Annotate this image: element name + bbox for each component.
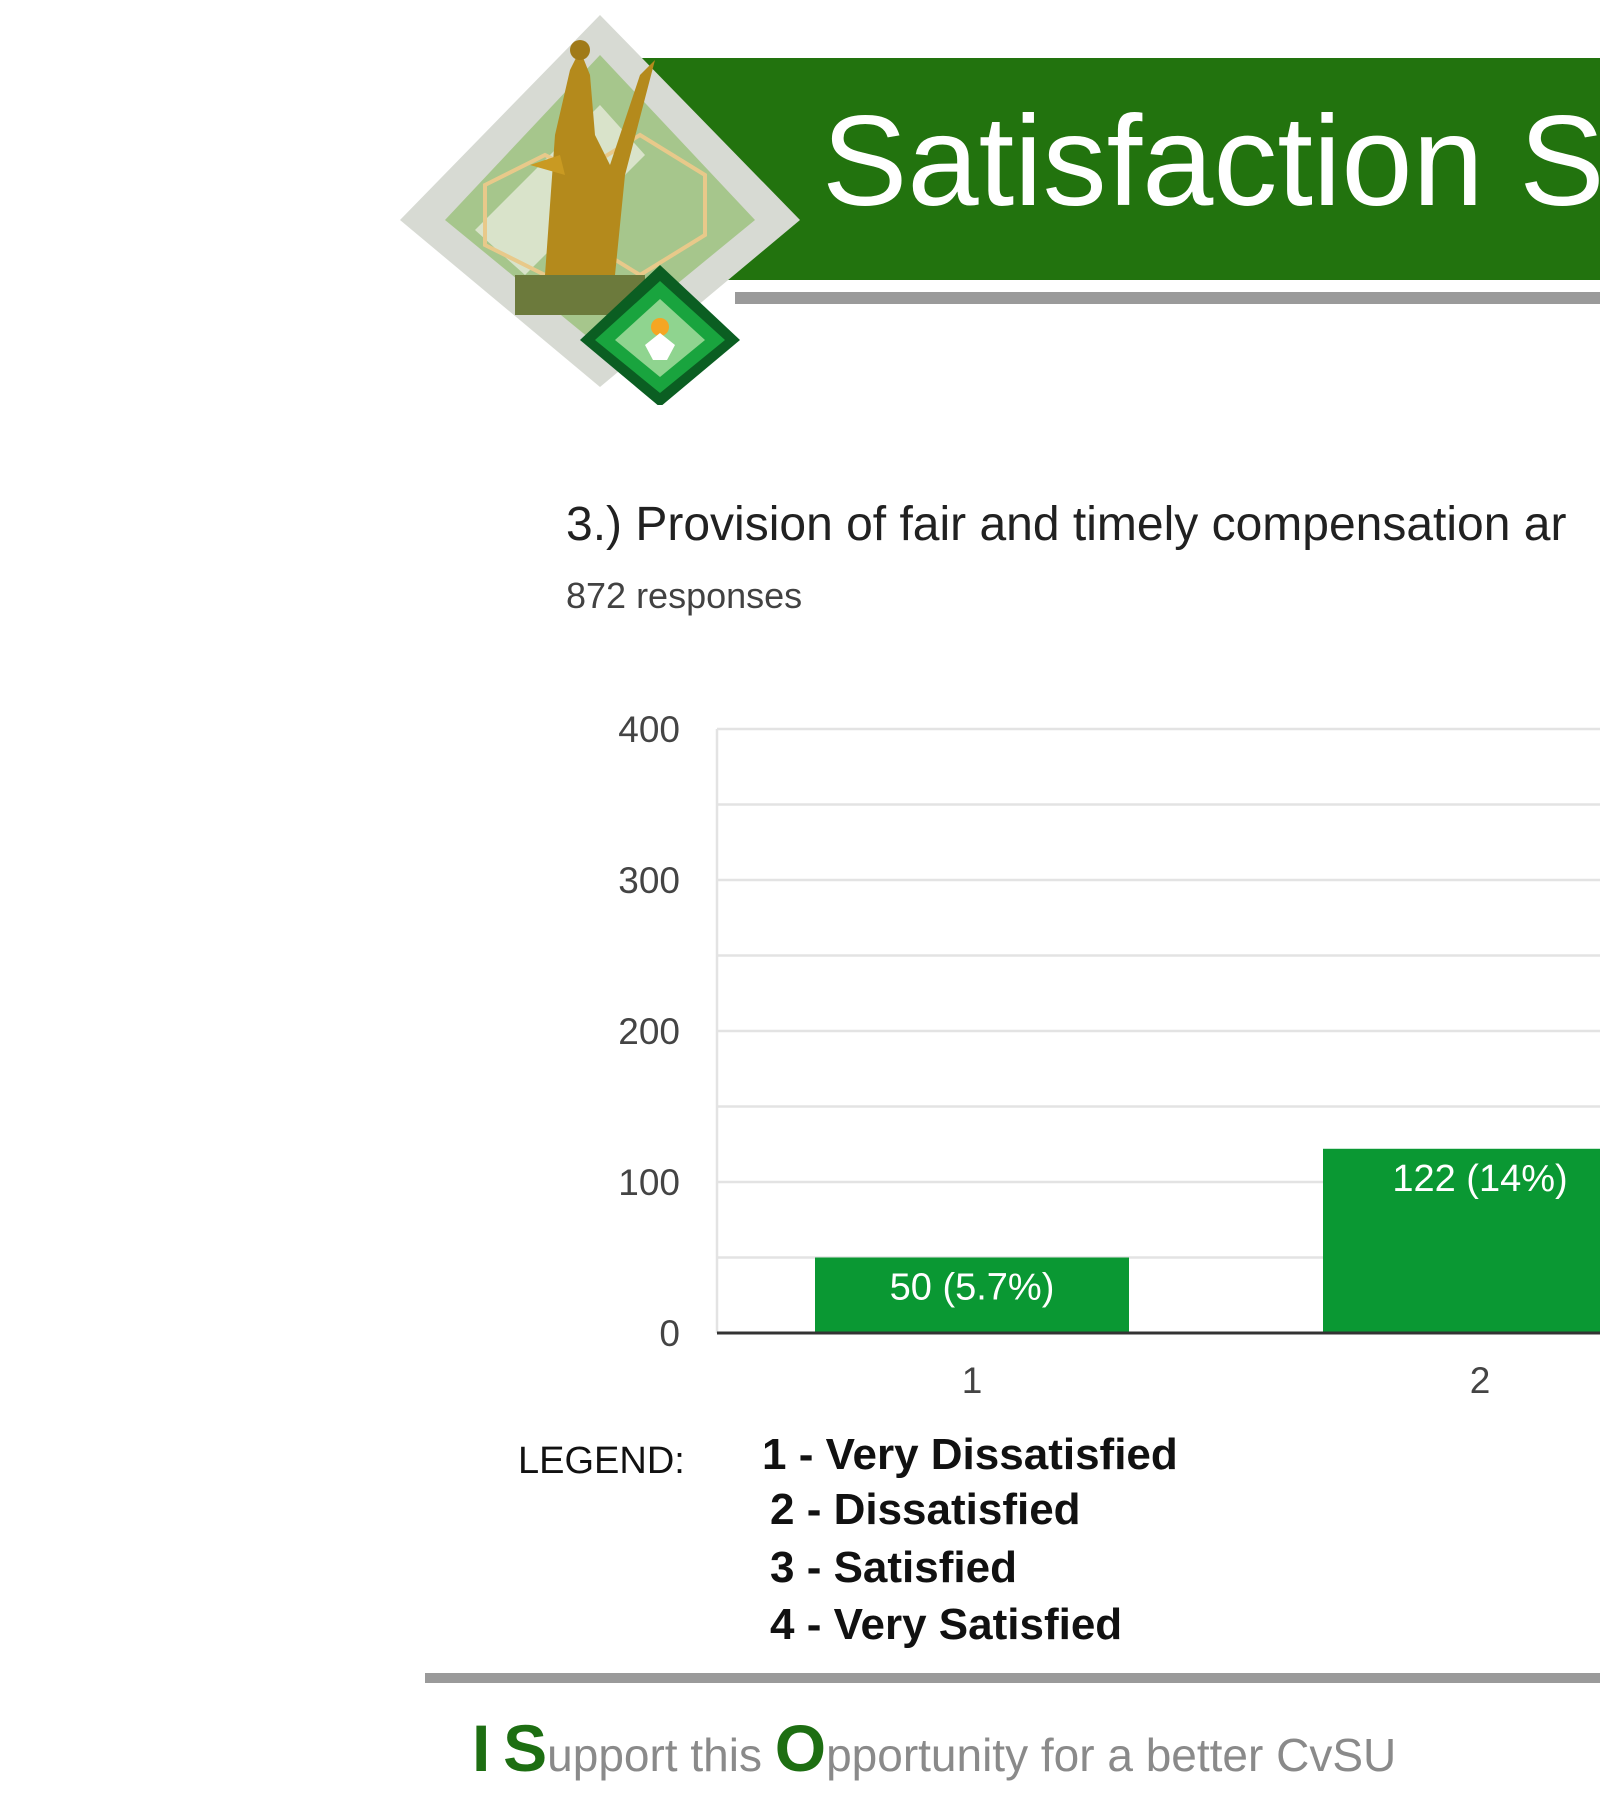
footer-divider (425, 1673, 1600, 1683)
bar (815, 1257, 1129, 1333)
header-banner (640, 58, 1600, 280)
footer-slogan: I Support this Opportunity for a better … (472, 1710, 1396, 1786)
slogan-letter-s: S (503, 1711, 548, 1785)
y-tick-label: 0 (659, 1313, 680, 1354)
y-tick-label: 300 (618, 860, 680, 901)
bar-data-label: 122 (14%) (1392, 1158, 1567, 1200)
response-count: 872 responses (566, 575, 803, 616)
bar (1323, 1148, 1600, 1333)
legend-item-4: 4 - Very Satisfied (770, 1600, 1123, 1649)
x-tick-label: 1 (962, 1360, 983, 1401)
slogan-text-upport: upport this (547, 1729, 775, 1781)
header-underline (735, 292, 1600, 304)
question-title: 3.) Provision of fair and timely compens… (566, 498, 1567, 551)
legend-item-1: 1 - Very Dissatisfied (762, 1430, 1178, 1479)
slogan-text-pportunity: pportunity for a better CvSU (826, 1729, 1397, 1781)
y-tick-label: 100 (618, 1162, 680, 1203)
x-tick-label: 2 (1470, 1360, 1491, 1401)
bar-chart: 0 100 200 300 400 50 (5.7%) 122 (14%) 1 2 (618, 709, 1600, 1401)
slogan-letter-o: O (774, 1711, 827, 1785)
bar-data-label: 50 (5.7%) (890, 1267, 1055, 1309)
legend-item-3: 3 - Satisfied (770, 1543, 1017, 1592)
y-tick-label: 200 (618, 1011, 680, 1052)
y-tick-label: 400 (618, 709, 680, 750)
legend-item-2: 2 - Dissatisfied (770, 1485, 1081, 1534)
slogan-letter-i: I (472, 1711, 491, 1785)
page-title: Satisfaction S (822, 90, 1600, 233)
legend-label: LEGEND: (518, 1440, 685, 1482)
university-logo (400, 15, 800, 405)
